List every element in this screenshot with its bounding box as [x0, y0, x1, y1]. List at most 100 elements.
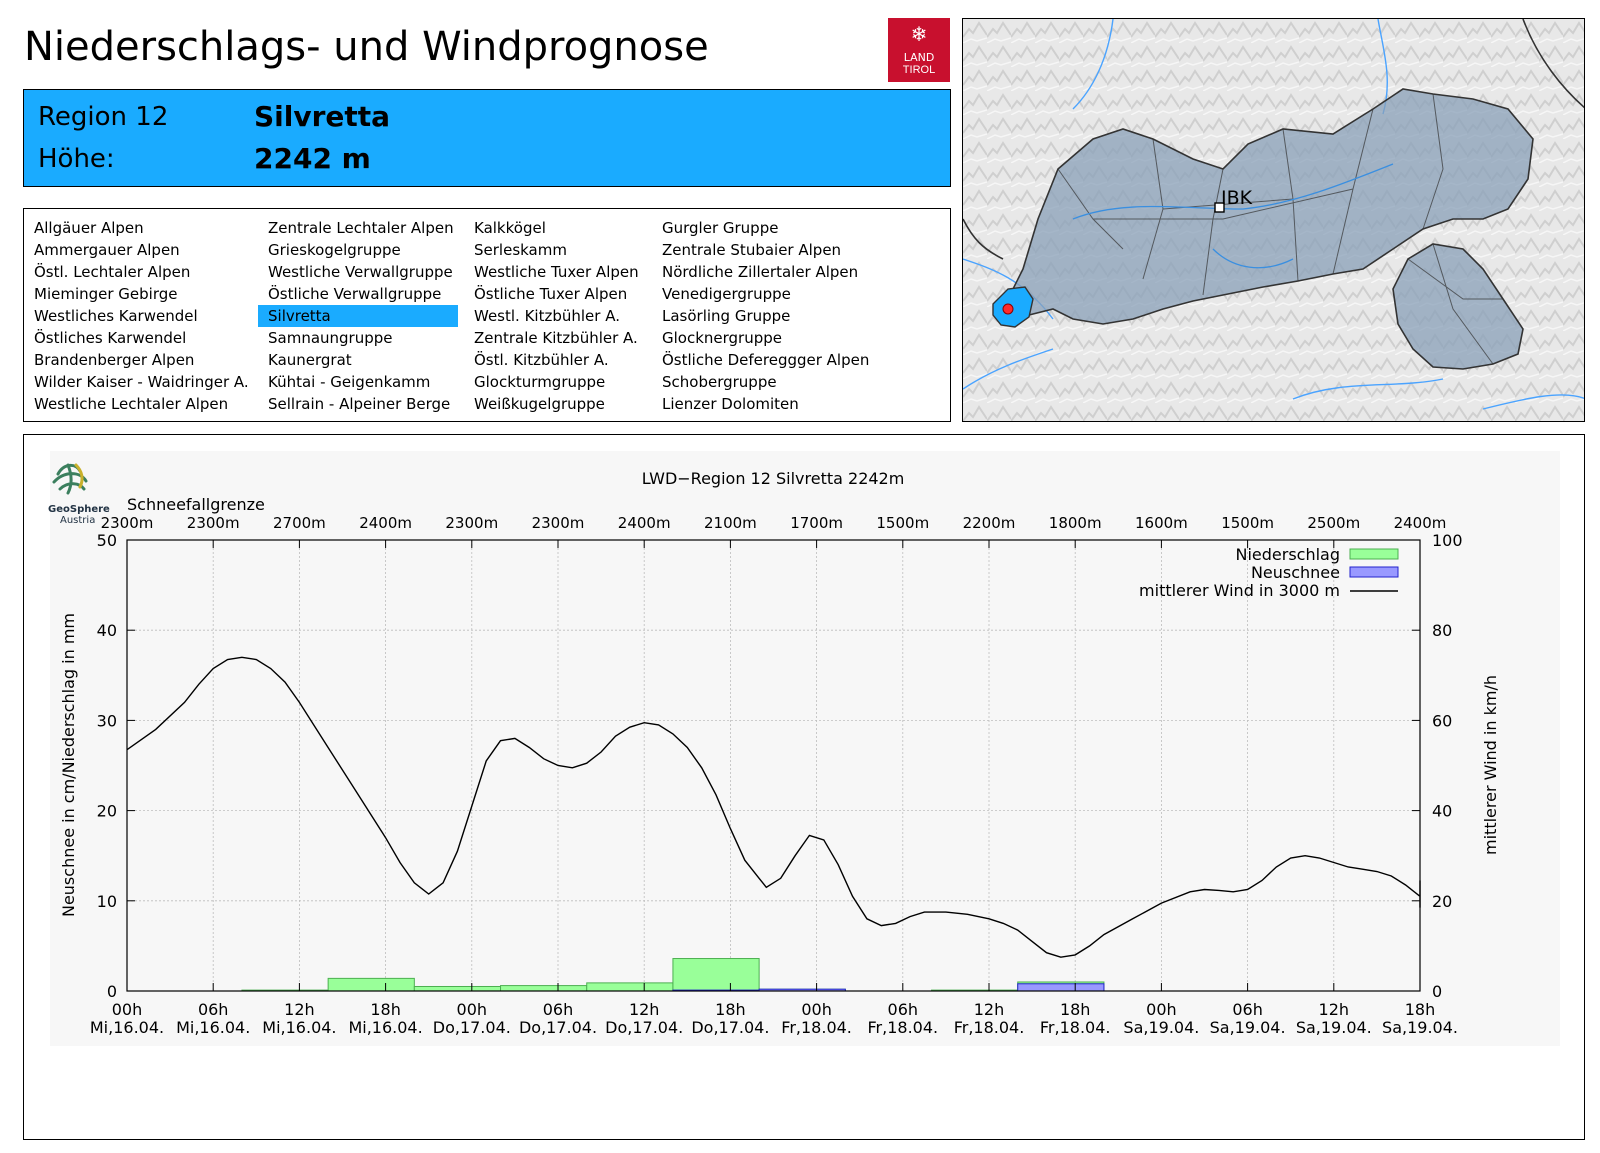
- wind-line: [126, 656, 1421, 958]
- region-item[interactable]: Lasörling Gruppe: [662, 307, 791, 325]
- region-item[interactable]: Östl. Kitzbühler A.: [474, 351, 609, 369]
- snowline-value: 2400m: [359, 514, 412, 532]
- tirol-north-shape: [1007, 88, 1534, 325]
- region-item[interactable]: Sellrain - Alpeiner Berge: [268, 395, 451, 413]
- x-tick-hour: 12h: [1319, 1000, 1350, 1019]
- region-item[interactable]: Östliche Tuxer Alpen: [474, 285, 628, 303]
- region-item[interactable]: Gurgler Gruppe: [662, 219, 779, 237]
- region-item[interactable]: Brandenberger Alpen: [34, 351, 195, 369]
- x-tick-hour: 06h: [1232, 1000, 1263, 1019]
- precip-bar: [500, 985, 588, 992]
- x-tick-date: Do,17.04.: [605, 1018, 683, 1037]
- x-tick-hour: 12h: [629, 1000, 660, 1019]
- region-item[interactable]: Allgäuer Alpen: [34, 219, 144, 237]
- region-item[interactable]: Östliches Karwendel: [34, 329, 187, 347]
- region-item[interactable]: Glocknergruppe: [662, 329, 783, 347]
- x-tick-date: Fr,18.04.: [954, 1018, 1025, 1037]
- x-tick-hour: 12h: [284, 1000, 315, 1019]
- height-label: Höhe:: [38, 144, 115, 174]
- land-tirol-logo: ❄ LAND TIROL: [888, 18, 950, 82]
- x-tick-hour: 12h: [974, 1000, 1005, 1019]
- chart-legend: Niederschlag Neuschnee mittlerer Wind in…: [1139, 545, 1399, 600]
- region-item[interactable]: Zentrale Lechtaler Alpen: [268, 219, 454, 237]
- snowline-value: 1500m: [1221, 514, 1274, 532]
- region-list: Allgäuer Alpen Ammergauer Alpen Östl. Lech…: [23, 208, 951, 422]
- region-item[interactable]: Lienzer Dolomiten: [662, 395, 799, 413]
- y-axis-left-label: Neuschnee in cm/Niederschlag in mm: [59, 613, 78, 917]
- precip-bar: [327, 977, 415, 992]
- region-item[interactable]: Nördliche Zillertaler Alpen: [662, 263, 859, 281]
- snowline-value: 1600m: [1135, 514, 1188, 532]
- precip-bar: [672, 958, 760, 992]
- region-item[interactable]: Silvretta: [258, 305, 458, 327]
- region-item[interactable]: Östl. Lechtaler Alpen: [34, 263, 191, 281]
- tirol-overview-map[interactable]: IBK: [962, 18, 1585, 422]
- region-item[interactable]: Westliches Karwendel: [34, 307, 198, 325]
- left-axis-ticks: 0 10 20 30 40 50: [97, 531, 135, 1001]
- x-tick-date: Do,17.04.: [433, 1018, 511, 1037]
- snowline-value: 2300m: [445, 514, 498, 532]
- ibk-marker-icon: [1214, 202, 1225, 213]
- region-item[interactable]: Zentrale Kitzbühler A.: [474, 329, 638, 347]
- snowline-value: 2700m: [273, 514, 326, 532]
- x-tick-date: Sa,19.04.: [1210, 1018, 1286, 1037]
- snowline-value: 2400m: [1394, 514, 1447, 532]
- region-item[interactable]: Kaunergrat: [268, 351, 352, 369]
- snowline-value: 2300m: [101, 514, 154, 532]
- tirol-east-shape: [1392, 243, 1524, 370]
- snowline-value: 2500m: [1307, 514, 1360, 532]
- legend-swatch-snow: [1349, 566, 1399, 578]
- region-item[interactable]: Glockturmgruppe: [474, 373, 606, 391]
- snowline-value: 1700m: [790, 514, 843, 532]
- region-item[interactable]: Westliche Tuxer Alpen: [474, 263, 639, 281]
- chart-title: LWD−Region 12 Silvretta 2242m: [642, 469, 905, 488]
- region-item[interactable]: Zentrale Stubaier Alpen: [662, 241, 842, 259]
- x-tick-hour: 00h: [112, 1000, 143, 1019]
- x-tick-date: Fr,18.04.: [1040, 1018, 1111, 1037]
- snowline-value: 2200m: [963, 514, 1016, 532]
- region-item[interactable]: Wilder Kaiser - Waidringer A.: [34, 373, 249, 391]
- region-item[interactable]: Westliche Lechtaler Alpen: [34, 395, 229, 413]
- region-item[interactable]: Serleskamm: [474, 241, 567, 259]
- page-title: Niederschlags- und Windprognose: [24, 24, 709, 70]
- logo-line1: LAND: [903, 51, 935, 64]
- snowline-value: 2300m: [532, 514, 585, 532]
- x-tick-hour: 06h: [543, 1000, 574, 1019]
- legend-swatch-precip: [1349, 548, 1399, 560]
- region-item[interactable]: Kühtai - Geigenkamm: [268, 373, 431, 391]
- x-tick-date: Sa,19.04.: [1123, 1018, 1199, 1037]
- ibk-label: IBK: [1221, 187, 1253, 209]
- x-tick-hour: 00h: [801, 1000, 832, 1019]
- y-tick-right: 40: [1432, 802, 1452, 821]
- region-item[interactable]: Kalkkögel: [474, 219, 546, 237]
- region-item[interactable]: Schobergruppe: [662, 373, 777, 391]
- x-tick-hour: 00h: [1146, 1000, 1177, 1019]
- x-tick-date: Fr,18.04.: [781, 1018, 852, 1037]
- legend-label-precip: Niederschlag: [1235, 545, 1340, 564]
- y-tick-left: 20: [97, 802, 117, 821]
- y-tick-right: 0: [1432, 982, 1442, 1001]
- x-tick-hour: 06h: [198, 1000, 229, 1019]
- geosphere-name: GeoSphere: [48, 504, 110, 515]
- map-svg: IBK: [963, 19, 1584, 421]
- snowline-value: 1500m: [876, 514, 929, 532]
- region-item[interactable]: Mieminger Gebirge: [34, 285, 178, 303]
- region-item[interactable]: Grieskogelgruppe: [268, 241, 401, 259]
- x-tick-date: Sa,19.04.: [1296, 1018, 1372, 1037]
- y-tick-right: 20: [1432, 892, 1452, 911]
- height-value: 2242 m: [254, 142, 371, 175]
- region-item[interactable]: Östliche Verwallgruppe: [268, 285, 442, 303]
- snowline-value: 2100m: [704, 514, 757, 532]
- region-item[interactable]: Samnaungruppe: [268, 329, 393, 347]
- legend-label-snow: Neuschnee: [1251, 563, 1340, 582]
- snowline-value: 1800m: [1049, 514, 1102, 532]
- region-item[interactable]: Westliche Verwallgruppe: [268, 263, 453, 281]
- region-item[interactable]: Weißkugelgruppe: [474, 395, 605, 413]
- x-tick-date: Mi,16.04.: [348, 1018, 422, 1037]
- region-item[interactable]: Venedigergruppe: [662, 285, 791, 303]
- region-item[interactable]: Ammergauer Alpen: [34, 241, 180, 259]
- region-item[interactable]: Westl. Kitzbühler A.: [474, 307, 620, 325]
- region-item[interactable]: Östliche Defereggger Alpen: [662, 351, 870, 369]
- eagle-icon: ❄: [910, 24, 928, 46]
- x-tick-hour: 18h: [715, 1000, 746, 1019]
